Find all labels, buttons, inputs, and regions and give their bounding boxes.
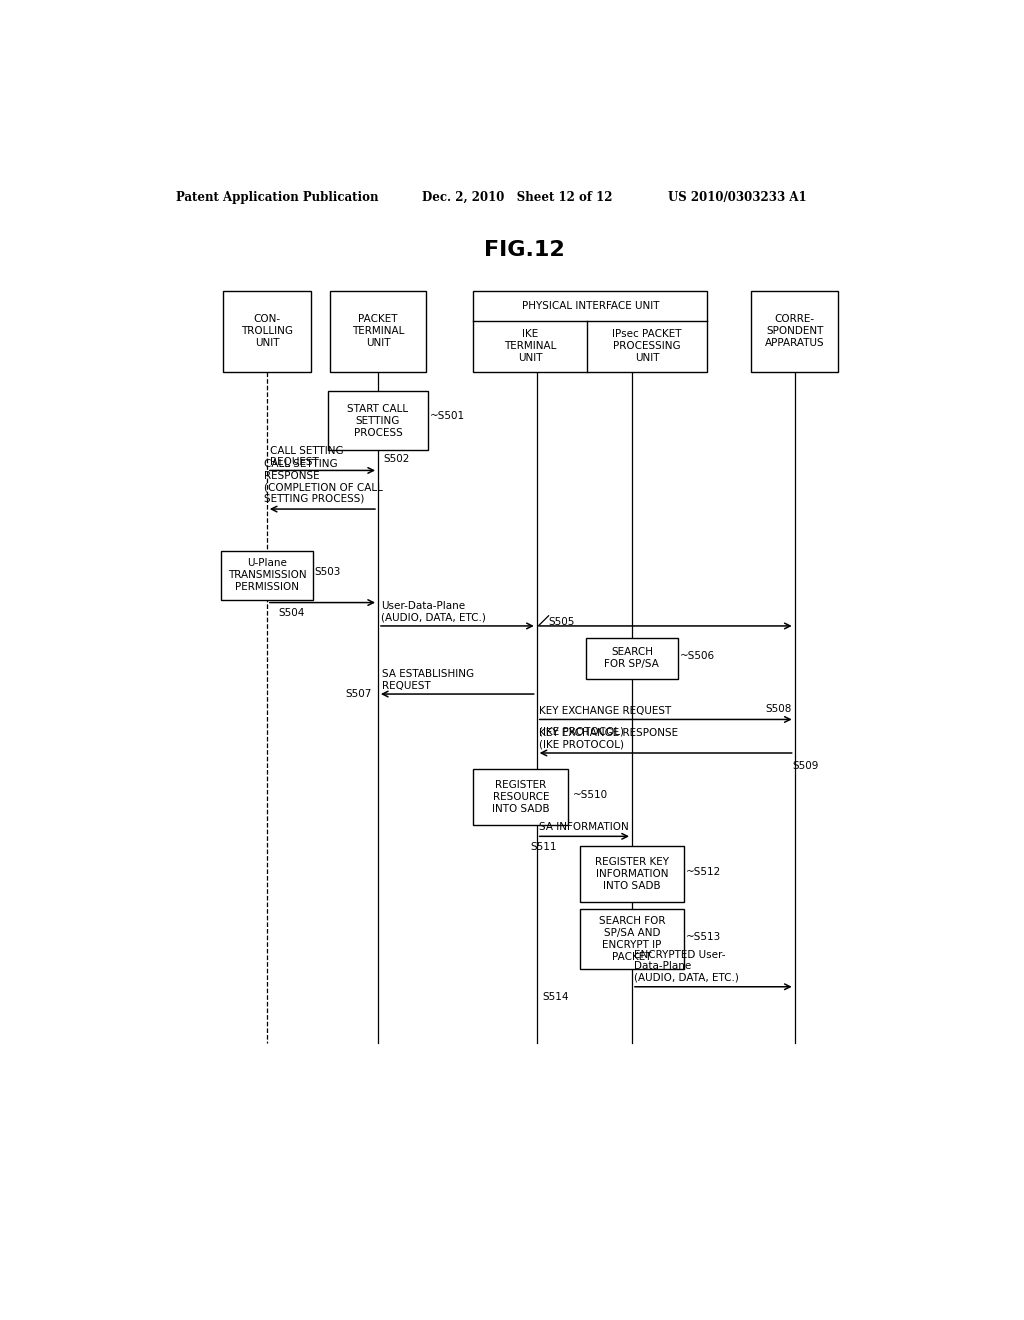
Text: Patent Application Publication: Patent Application Publication <box>176 190 378 203</box>
Text: KEY EXCHANGE REQUEST: KEY EXCHANGE REQUEST <box>539 706 672 717</box>
Text: S505: S505 <box>549 616 575 627</box>
Text: START CALL
SETTING
PROCESS: START CALL SETTING PROCESS <box>347 404 409 438</box>
Text: User-Data-Plane
(AUDIO, DATA, ETC.): User-Data-Plane (AUDIO, DATA, ETC.) <box>381 602 486 623</box>
Text: SEARCH FOR
SP/SA AND
ENCRYPT IP
PACKET: SEARCH FOR SP/SA AND ENCRYPT IP PACKET <box>599 916 666 962</box>
FancyBboxPatch shape <box>329 391 428 450</box>
FancyBboxPatch shape <box>223 290 310 372</box>
Text: Dec. 2, 2010   Sheet 12 of 12: Dec. 2, 2010 Sheet 12 of 12 <box>422 190 612 203</box>
Text: KEY EXCHANGE RESPONSE
(IKE PROTOCOL): KEY EXCHANGE RESPONSE (IKE PROTOCOL) <box>539 729 678 750</box>
Text: US 2010/0303233 A1: US 2010/0303233 A1 <box>668 190 806 203</box>
Text: S508: S508 <box>766 705 793 714</box>
FancyBboxPatch shape <box>751 290 839 372</box>
FancyBboxPatch shape <box>221 550 312 599</box>
Text: REGISTER KEY
INFORMATION
INTO SADB: REGISTER KEY INFORMATION INTO SADB <box>595 857 669 891</box>
FancyBboxPatch shape <box>473 290 708 372</box>
Text: ~S501: ~S501 <box>430 411 465 421</box>
Text: CORRE-
SPONDENT
APPARATUS: CORRE- SPONDENT APPARATUS <box>765 314 824 348</box>
Text: ~S512: ~S512 <box>686 867 721 876</box>
Text: CALL SETTING
REQUEST: CALL SETTING REQUEST <box>270 446 344 467</box>
Text: CON-
TROLLING
UNIT: CON- TROLLING UNIT <box>241 314 293 348</box>
Text: PACKET
TERMINAL
UNIT: PACKET TERMINAL UNIT <box>352 314 404 348</box>
Text: S509: S509 <box>793 762 818 771</box>
Text: S504: S504 <box>279 607 305 618</box>
Text: IKE
TERMINAL
UNIT: IKE TERMINAL UNIT <box>504 330 556 363</box>
FancyBboxPatch shape <box>473 768 568 825</box>
Text: ~S510: ~S510 <box>572 789 607 800</box>
FancyBboxPatch shape <box>581 908 684 969</box>
Text: SEARCH
FOR SP/SA: SEARCH FOR SP/SA <box>604 648 659 669</box>
Text: (IKE PROTOCOL): (IKE PROTOCOL) <box>539 726 624 737</box>
FancyBboxPatch shape <box>331 290 426 372</box>
FancyBboxPatch shape <box>581 846 684 902</box>
Text: ~S506: ~S506 <box>680 652 715 661</box>
Text: S514: S514 <box>543 991 568 1002</box>
Text: U-Plane
TRANSMISSION
PERMISSION: U-Plane TRANSMISSION PERMISSION <box>227 558 306 593</box>
Text: REGISTER
RESOURCE
INTO SADB: REGISTER RESOURCE INTO SADB <box>492 780 550 813</box>
Text: FIG.12: FIG.12 <box>484 240 565 260</box>
Text: ~S513: ~S513 <box>686 932 721 942</box>
Text: SA ESTABLISHING
REQUEST: SA ESTABLISHING REQUEST <box>382 669 474 690</box>
Text: CALL SETTING
RESPONSE
(COMPLETION OF CALL
SETTING PROCESS): CALL SETTING RESPONSE (COMPLETION OF CAL… <box>264 459 383 504</box>
Text: S502: S502 <box>384 454 410 465</box>
Text: ENCRYPTED User-
Data-Plane
(AUDIO, DATA, ETC.): ENCRYPTED User- Data-Plane (AUDIO, DATA,… <box>634 949 739 982</box>
Text: S511: S511 <box>530 842 557 851</box>
Text: PHYSICAL INTERFACE UNIT: PHYSICAL INTERFACE UNIT <box>521 301 659 310</box>
Text: S507: S507 <box>345 689 372 700</box>
Text: SA INFORMATION: SA INFORMATION <box>539 822 629 833</box>
FancyBboxPatch shape <box>587 638 678 678</box>
Text: S503: S503 <box>314 568 341 577</box>
Text: IPsec PACKET
PROCESSING
UNIT: IPsec PACKET PROCESSING UNIT <box>612 330 682 363</box>
